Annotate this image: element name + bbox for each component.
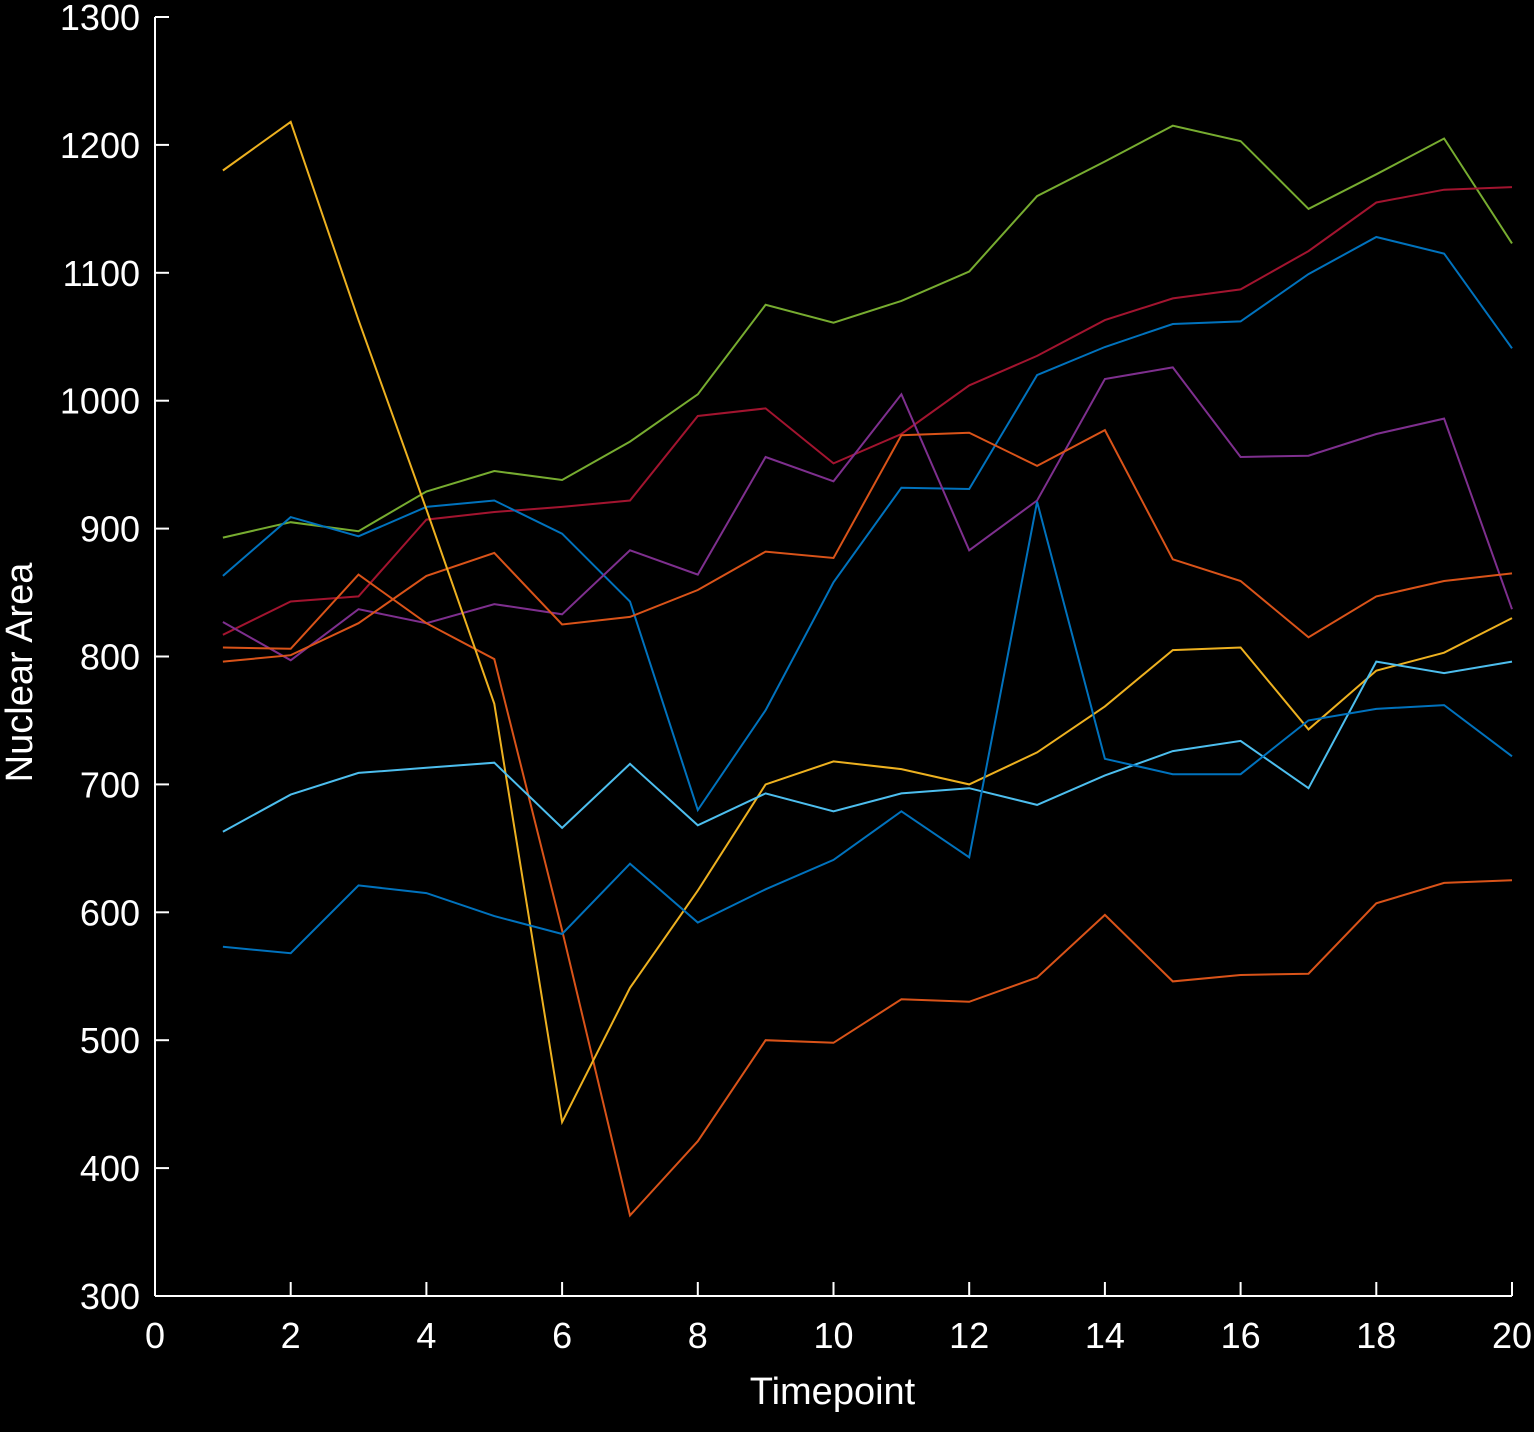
series-line-3 bbox=[222, 235, 1513, 813]
x-tick-label: 4 bbox=[416, 1315, 436, 1356]
x-tick-label: 6 bbox=[552, 1315, 572, 1356]
y-axis-ticks: 300 400 500 600 700 800 900 1000 1100 1200 1300 bbox=[60, 0, 169, 1317]
y-tick-label: 900 bbox=[80, 509, 140, 550]
series-line-5 bbox=[222, 428, 1513, 663]
x-axis-label: Timepoint bbox=[750, 1371, 916, 1413]
x-tick-label: 14 bbox=[1085, 1315, 1125, 1356]
y-tick-label: 600 bbox=[80, 892, 140, 933]
y-tick-label: 1000 bbox=[60, 381, 140, 422]
y-tick-label: 500 bbox=[80, 1020, 140, 1061]
x-tick-label: 20 bbox=[1492, 1315, 1532, 1356]
x-tick-label: 12 bbox=[949, 1315, 989, 1356]
series-line-8 bbox=[222, 660, 1513, 833]
series-line-9 bbox=[222, 501, 1513, 955]
y-axis-label: Nuclear Area bbox=[0, 562, 41, 783]
y-tick-label: 1200 bbox=[60, 125, 140, 166]
y-tick-label: 300 bbox=[80, 1276, 140, 1317]
y-tick-label: 1300 bbox=[60, 0, 140, 38]
x-tick-label: 8 bbox=[688, 1315, 708, 1356]
series-line-2 bbox=[222, 186, 1513, 636]
x-axis-ticks: 0 2 4 6 8 10 12 14 16 18 20 bbox=[145, 1282, 1532, 1356]
y-tick-label: 1100 bbox=[63, 253, 140, 294]
series-layer bbox=[222, 120, 1513, 1218]
series-line-1 bbox=[222, 124, 1513, 539]
x-tick-label: 2 bbox=[281, 1315, 301, 1356]
x-tick-label: 16 bbox=[1221, 1315, 1261, 1356]
y-tick-label: 800 bbox=[80, 637, 140, 678]
series-line-6 bbox=[222, 573, 1513, 1218]
x-tick-label: 18 bbox=[1356, 1315, 1396, 1356]
series-line-4 bbox=[222, 366, 1513, 662]
axes-layer: 300 400 500 600 700 800 900 1000 1100 1200 1300 0 2… bbox=[60, 0, 1532, 1356]
y-tick-label: 700 bbox=[80, 764, 140, 805]
x-tick-label: 0 bbox=[145, 1315, 165, 1356]
x-tick-label: 10 bbox=[813, 1315, 853, 1356]
series-line-7 bbox=[222, 120, 1513, 1126]
y-tick-label: 400 bbox=[80, 1148, 140, 1189]
